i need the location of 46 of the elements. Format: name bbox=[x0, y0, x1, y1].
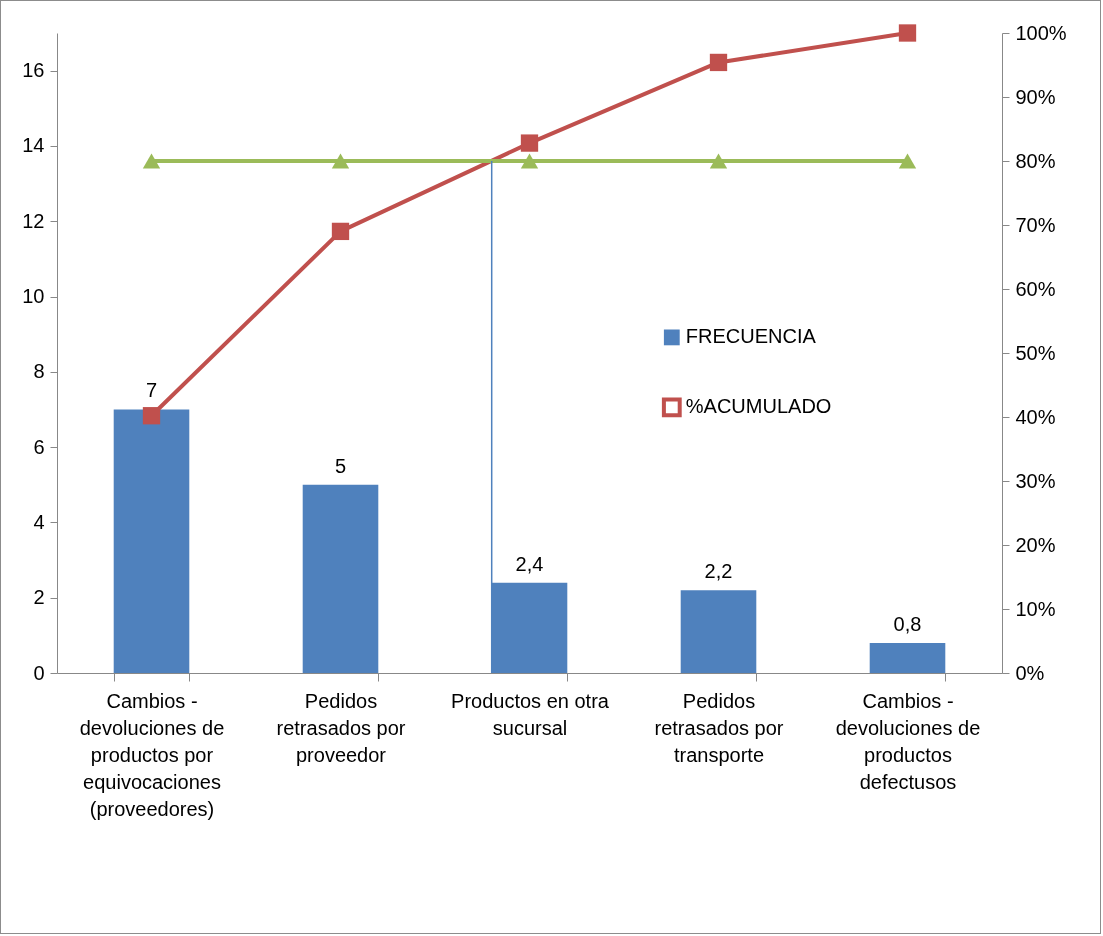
x-tick-label: Cambios - devoluciones de productos defectusos bbox=[835, 689, 981, 793]
bar bbox=[869, 642, 946, 673]
bar bbox=[680, 590, 757, 673]
y-tick-label: 8 bbox=[33, 360, 45, 383]
y2-tick-label: 0% bbox=[1015, 661, 1045, 684]
y2-tick-label: 10% bbox=[1015, 597, 1056, 620]
point bbox=[898, 153, 917, 169]
y2-tick-label: 50% bbox=[1015, 341, 1056, 364]
data-label: 5 bbox=[334, 454, 347, 477]
point bbox=[331, 153, 350, 169]
y-tick-label: 12 bbox=[22, 209, 45, 232]
data-label: 7 bbox=[145, 379, 158, 402]
x-tick-label: Pedidos retrasados por proveedor bbox=[276, 689, 406, 766]
y2-tick-label: 20% bbox=[1015, 533, 1056, 556]
y-tick-label: 14 bbox=[22, 134, 45, 157]
y2-tick-label: 30% bbox=[1015, 469, 1056, 492]
data-label: 2,4 bbox=[515, 552, 544, 575]
point bbox=[520, 134, 539, 152]
y-tick-label: 0 bbox=[33, 661, 45, 684]
y2-tick-label: 100% bbox=[1015, 21, 1067, 44]
point bbox=[898, 24, 917, 42]
bar bbox=[302, 484, 379, 673]
point bbox=[709, 53, 728, 72]
data-label: 0,8 bbox=[893, 612, 922, 635]
point bbox=[520, 153, 539, 169]
y-tick-label: 6 bbox=[33, 435, 45, 458]
y-tick-label: 4 bbox=[33, 510, 45, 533]
y2-tick-label: 90% bbox=[1015, 85, 1056, 108]
point bbox=[709, 153, 728, 169]
data-label: 2,2 bbox=[704, 560, 733, 583]
y2-tick-label: 60% bbox=[1015, 277, 1056, 300]
x-tick-label: Cambios - devoluciones de productos por equivocaciones (proveedores) bbox=[79, 689, 225, 820]
y-tick-label: 2 bbox=[33, 586, 45, 609]
y2-tick-label: 40% bbox=[1015, 405, 1056, 428]
y2-tick-label: 80% bbox=[1015, 149, 1056, 172]
legend-label: %ACUMULADO bbox=[685, 395, 832, 418]
y2-tick-label: 70% bbox=[1015, 213, 1056, 236]
point bbox=[142, 153, 161, 169]
bar bbox=[113, 409, 190, 673]
y-tick-label: 10 bbox=[22, 285, 45, 308]
point bbox=[142, 407, 161, 425]
legend-label: FRECUENCIA bbox=[685, 325, 817, 348]
x-tick-label: Productos en otra sucursal bbox=[451, 689, 610, 739]
y-tick-label: 16 bbox=[22, 59, 45, 82]
x-tick-label: Pedidos retrasados por transporte bbox=[654, 689, 784, 766]
point bbox=[331, 222, 350, 241]
